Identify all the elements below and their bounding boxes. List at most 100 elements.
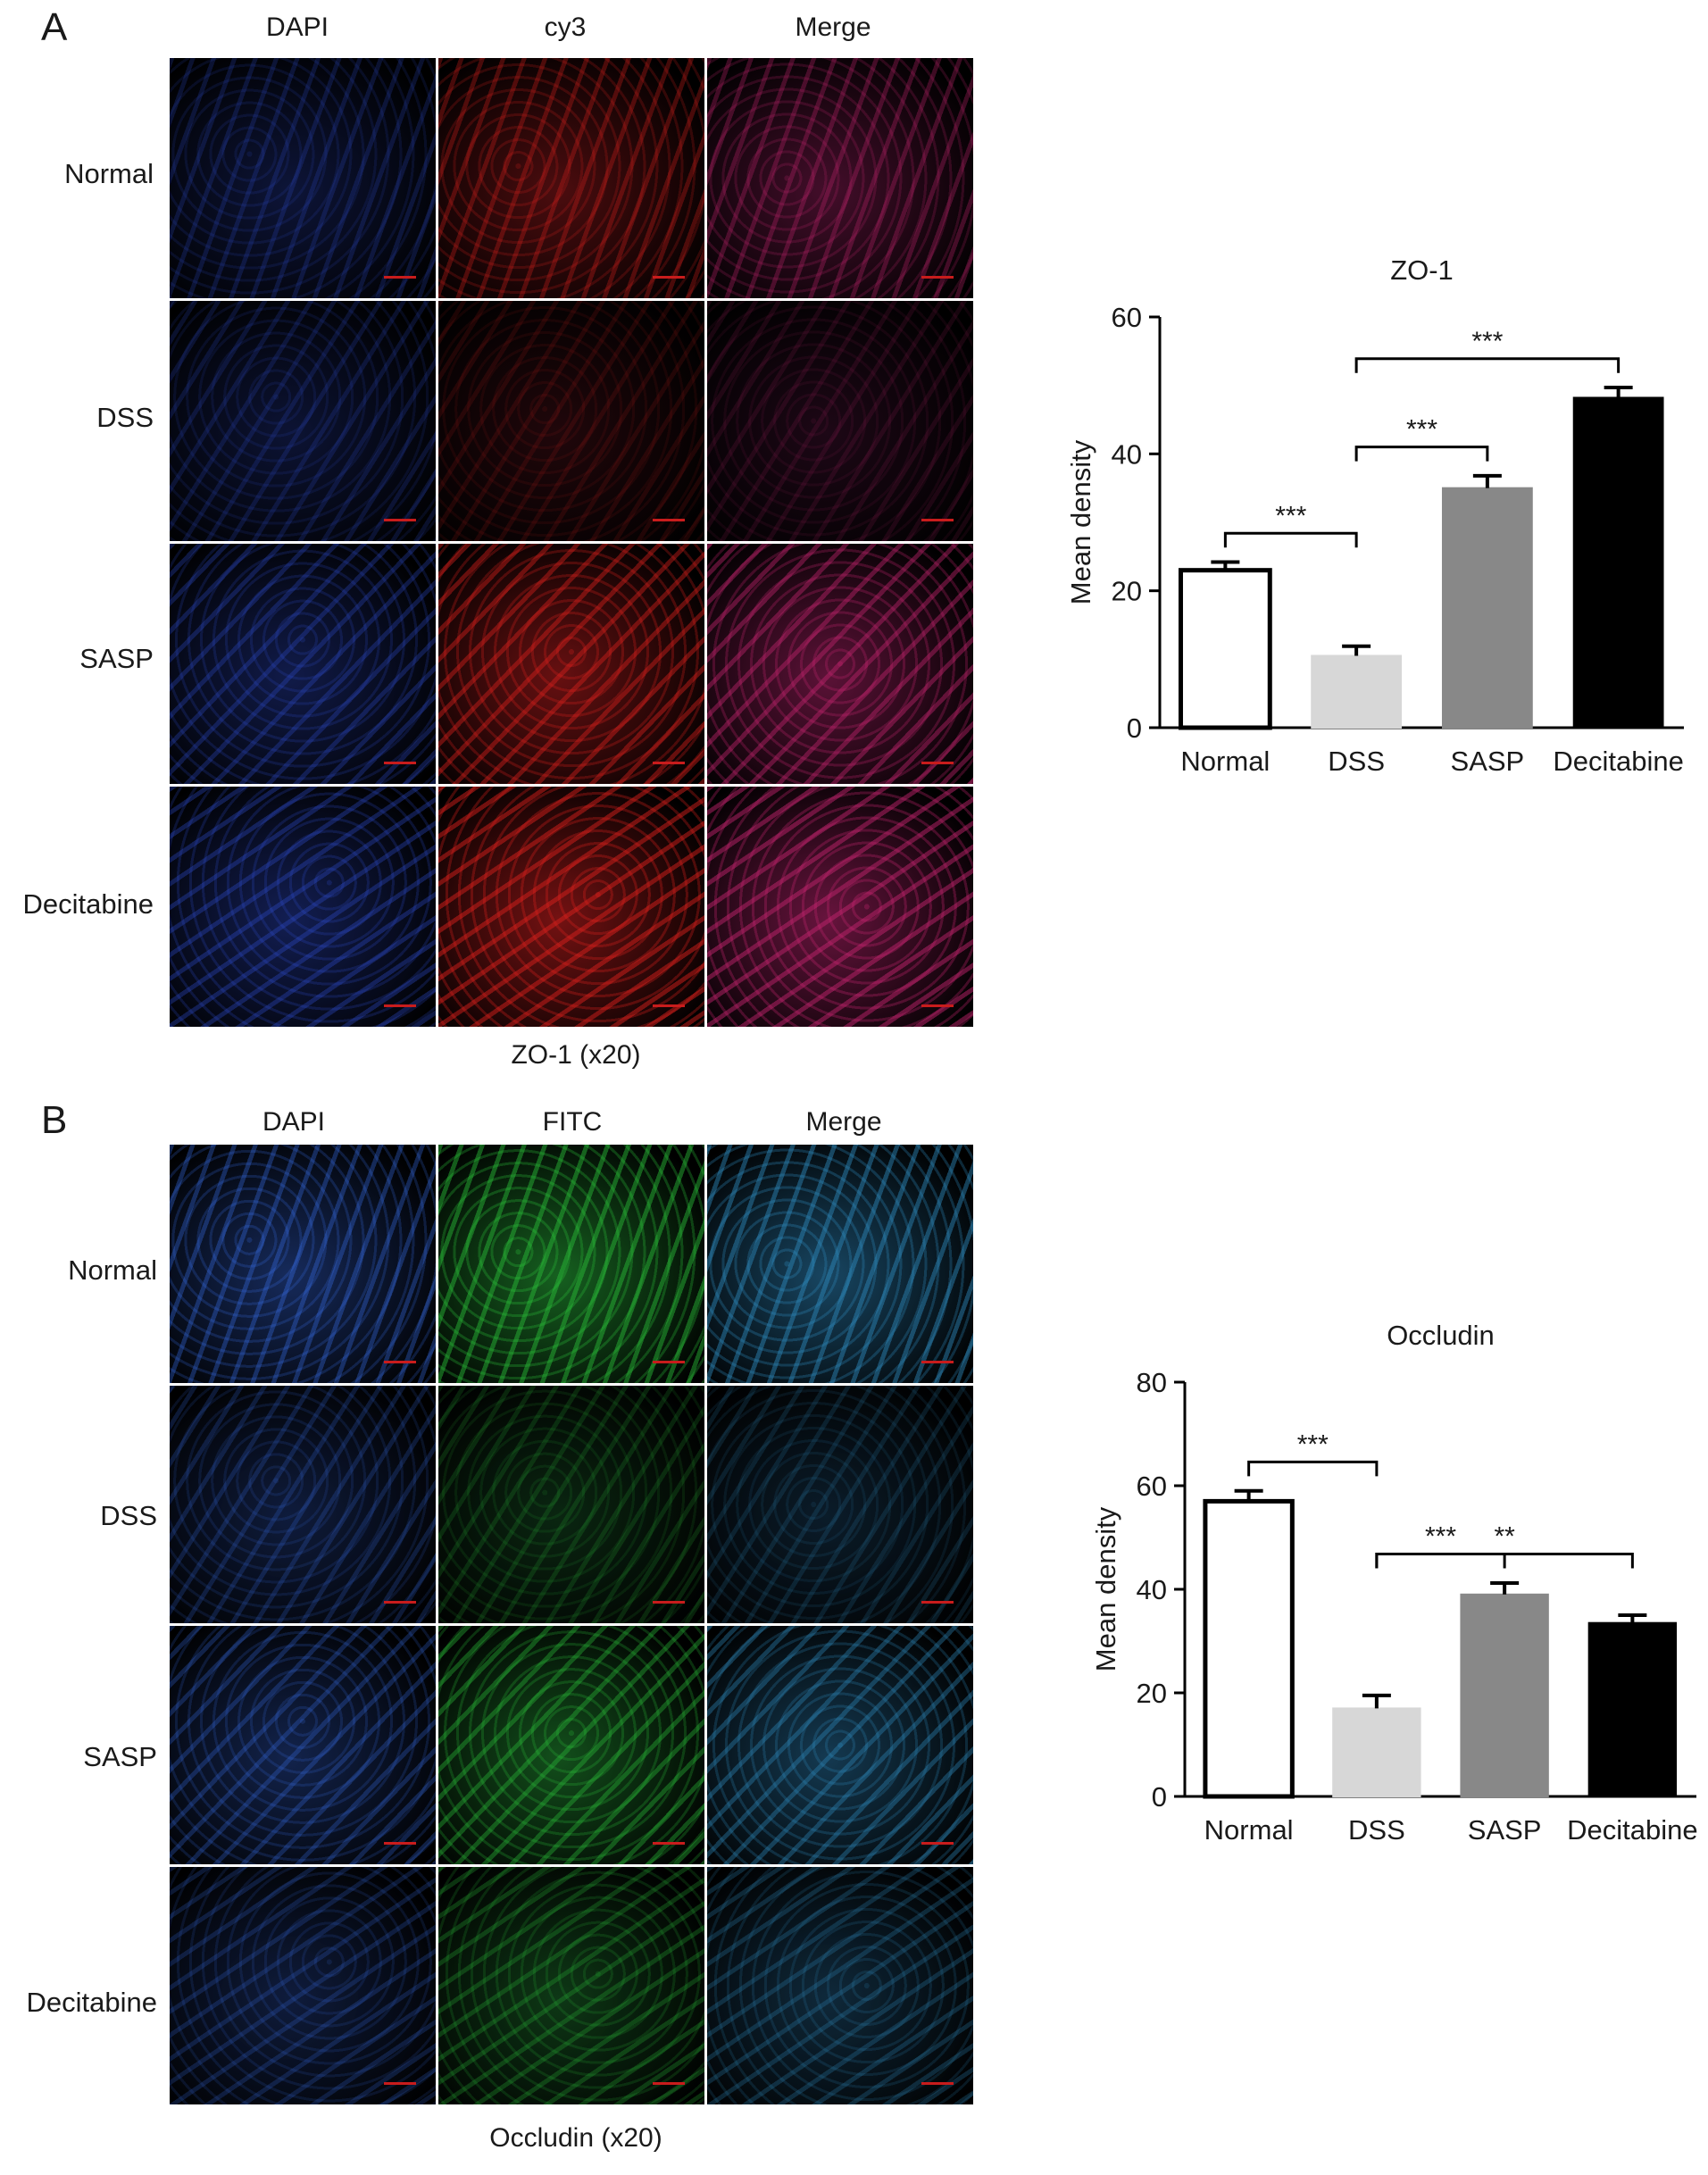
scale-bar bbox=[653, 1004, 685, 1007]
micrograph-normal-dapi bbox=[170, 1145, 436, 1383]
scale-bar bbox=[921, 762, 954, 764]
bar-decitabine bbox=[1587, 1621, 1678, 1798]
scale-bar bbox=[653, 276, 685, 279]
panel-b-row-decitabine: Decitabine bbox=[26, 1987, 157, 2018]
category-label-sasp: SASP bbox=[1451, 746, 1525, 777]
scale-bar bbox=[921, 276, 954, 279]
scale-bar bbox=[653, 1841, 685, 1845]
micrograph-sasp-dapi bbox=[170, 544, 436, 784]
micrograph-decitabine-merge bbox=[707, 787, 973, 1027]
panel-a-col-cy3: cy3 bbox=[544, 12, 587, 42]
significance-bracket: *** bbox=[1375, 1522, 1506, 1569]
panel-b-row-normal: Normal bbox=[68, 1254, 157, 1286]
significance-label: ** bbox=[1494, 1522, 1515, 1552]
scale-bar bbox=[384, 1601, 416, 1604]
micrograph-dss-dapi bbox=[170, 1385, 436, 1623]
scale-bar bbox=[921, 1360, 954, 1363]
zo1-bar-chart: ZO-1 Mean density 0 20 40 60 Normal DSS SASP Deci… bbox=[1065, 254, 1684, 777]
scale-bar bbox=[384, 1004, 416, 1007]
micrograph-sasp-dapi bbox=[170, 1626, 436, 1864]
scale-bar bbox=[653, 2082, 685, 2085]
bar-sasp bbox=[1441, 487, 1533, 729]
category-label-dss: DSS bbox=[1328, 746, 1385, 777]
bracket-line bbox=[1375, 1553, 1634, 1569]
bar-normal bbox=[1178, 568, 1272, 730]
micrograph-normal-merge bbox=[707, 1145, 973, 1383]
micrograph-dss-cy3 bbox=[438, 301, 704, 541]
panel-a-col-merge: Merge bbox=[795, 12, 871, 42]
panel-b-letter: B bbox=[41, 1098, 68, 1142]
category-label-sasp: SASP bbox=[1468, 1814, 1542, 1846]
y-tick-label: 40 bbox=[1112, 438, 1142, 470]
bracket-line bbox=[1247, 1460, 1379, 1477]
micrograph-dss-merge bbox=[707, 301, 973, 541]
y-axis-label: Mean density bbox=[1090, 1506, 1121, 1671]
bar-dss bbox=[1311, 654, 1403, 729]
micrograph-dss-fitc bbox=[438, 1385, 704, 1623]
chart-title: Occludin bbox=[1387, 1320, 1495, 1351]
micrograph-dss-merge bbox=[707, 1385, 973, 1623]
scale-bar bbox=[384, 2082, 416, 2085]
micrograph-dss-dapi bbox=[170, 301, 436, 541]
micrograph-decitabine-cy3 bbox=[438, 787, 704, 1027]
panel-b-caption: Occludin (x20) bbox=[489, 2123, 662, 2153]
panel-a-row-dss: DSS bbox=[96, 402, 154, 433]
bracket-line bbox=[1354, 357, 1621, 373]
category-label-normal: Normal bbox=[1204, 1814, 1294, 1846]
scale-bar bbox=[384, 1841, 416, 1845]
y-tick-label: 0 bbox=[1152, 1781, 1167, 1812]
category-label-dss: DSS bbox=[1348, 1814, 1405, 1846]
micrograph-normal-merge bbox=[707, 58, 973, 298]
bracket-line bbox=[1354, 446, 1489, 462]
scale-bar bbox=[384, 762, 416, 764]
scale-bar bbox=[921, 2082, 954, 2085]
micrograph-normal-cy3 bbox=[438, 58, 704, 298]
chart-title: ZO-1 bbox=[1390, 254, 1454, 286]
micrograph-decitabine-fitc bbox=[438, 1866, 704, 2104]
panel-a-letter: A bbox=[41, 5, 68, 49]
scale-bar bbox=[384, 276, 416, 279]
scale-bar bbox=[921, 519, 954, 521]
panel-b-row-dss: DSS bbox=[100, 1500, 157, 1531]
significance-bracket: *** bbox=[1223, 501, 1358, 548]
significance-bracket: *** bbox=[1247, 1429, 1379, 1477]
significance-bracket: ** bbox=[1375, 1522, 1634, 1569]
panel-b-col-dapi: DAPI bbox=[262, 1107, 326, 1137]
significance-bracket: *** bbox=[1354, 327, 1621, 373]
panel-a-col-dapi: DAPI bbox=[265, 12, 329, 42]
panel-b-micrograph-grid bbox=[170, 1145, 973, 2104]
category-label-decitabine: Decitabine bbox=[1567, 1814, 1697, 1846]
scale-bar bbox=[653, 762, 685, 764]
scale-bar bbox=[921, 1004, 954, 1007]
micrograph-decitabine-dapi bbox=[170, 787, 436, 1027]
micrograph-decitabine-dapi bbox=[170, 1866, 436, 2104]
occludin-bar-chart: Occludin Mean density 0 20 40 60 80 Normal DSS SA… bbox=[1090, 1320, 1698, 1846]
panel-b-col-merge: Merge bbox=[805, 1107, 882, 1137]
scale-bar bbox=[921, 1601, 954, 1604]
micrograph-normal-dapi bbox=[170, 58, 436, 298]
y-axis-label: Mean density bbox=[1065, 439, 1096, 604]
significance-label: *** bbox=[1275, 501, 1306, 530]
y-tick-label: 60 bbox=[1137, 1471, 1167, 1502]
scale-bar bbox=[921, 1841, 954, 1845]
significance-label: *** bbox=[1425, 1522, 1456, 1552]
bar-dss bbox=[1332, 1707, 1421, 1797]
significance-label: *** bbox=[1297, 1429, 1329, 1459]
micrograph-sasp-merge bbox=[707, 544, 973, 784]
significance-label: *** bbox=[1406, 415, 1437, 445]
bar-decitabine bbox=[1572, 396, 1664, 729]
significance-bracket: *** bbox=[1354, 415, 1489, 462]
y-tick-label: 0 bbox=[1127, 712, 1142, 744]
panel-a-micrograph-grid bbox=[170, 58, 973, 1027]
y-tick-label: 40 bbox=[1137, 1574, 1167, 1605]
micrograph-normal-fitc bbox=[438, 1145, 704, 1383]
micrograph-sasp-merge bbox=[707, 1626, 973, 1864]
bar-sasp bbox=[1460, 1593, 1549, 1797]
y-tick-label: 60 bbox=[1112, 302, 1142, 333]
panel-a-caption: ZO-1 (x20) bbox=[511, 1040, 641, 1070]
micrograph-decitabine-merge bbox=[707, 1866, 973, 2104]
y-tick-label: 80 bbox=[1137, 1367, 1167, 1398]
micrograph-sasp-fitc bbox=[438, 1626, 704, 1864]
scale-bar bbox=[653, 1601, 685, 1604]
y-tick-label: 20 bbox=[1112, 576, 1142, 607]
